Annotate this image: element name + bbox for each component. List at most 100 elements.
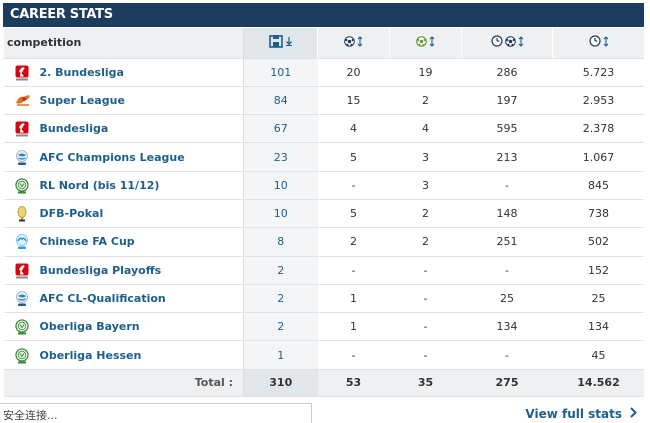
competition-logo-cell[interactable] (3, 171, 40, 200)
sort-icon (603, 35, 609, 47)
sort-minutes-played-header[interactable] (552, 28, 645, 59)
view-full-stats-label: View full stats (525, 407, 622, 421)
minutes-played-value: 2.378 (552, 114, 645, 144)
appearances-value[interactable]: 2 (243, 284, 318, 314)
competition-logo-cell[interactable] (3, 227, 40, 257)
super-league-logo[interactable] (15, 93, 30, 108)
minutes-per-goal-value: 251 (461, 227, 553, 257)
status-bar: 安全连接... (0, 403, 312, 423)
minutes-played-value: 2.953 (552, 86, 645, 116)
table-row: Super League 84 15 2 197 2.953 (3, 86, 645, 116)
career-stats-header: CAREER STATS (3, 3, 644, 27)
minutes-played-value: 45 (552, 340, 645, 370)
appearances-value[interactable]: 101 (243, 58, 318, 87)
sort-goals-header[interactable] (317, 28, 390, 59)
minutes-played-value: 502 (552, 227, 645, 257)
goals-value: - (317, 171, 390, 200)
table-row: DFB-Pokal 10 5 2 148 738 (3, 199, 645, 229)
view-full-stats-link[interactable]: View full stats (525, 406, 637, 422)
bundesliga-2-logo[interactable] (15, 65, 29, 81)
sort-minutes-per-goal-header[interactable] (461, 28, 553, 59)
appearances-value[interactable]: 67 (243, 114, 318, 144)
competition-logo-cell[interactable] (3, 114, 40, 144)
competition-link[interactable]: 2. Bundesliga (39, 65, 124, 79)
assists-value: 19 (389, 58, 462, 87)
minutes-played-value: 738 (552, 199, 645, 229)
competition-link[interactable]: DFB-Pokal (39, 207, 104, 221)
afc-champions-league-logo[interactable] (15, 291, 29, 307)
bundesliga-logo[interactable] (15, 121, 29, 137)
competition-link[interactable]: Oberliga Bayern (39, 320, 140, 334)
competition-logo-cell[interactable] (3, 199, 40, 229)
competition-logo-cell[interactable] (3, 312, 40, 342)
chinese-fa-cup-logo[interactable] (15, 234, 29, 250)
competition-name-cell: Bundesliga (39, 114, 244, 144)
competition-link[interactable]: Bundesliga Playoffs (39, 263, 162, 277)
goals-value: 1 (317, 284, 390, 314)
competition-name-cell: Oberliga Bayern (39, 312, 244, 342)
minutes-played-value: 152 (552, 256, 645, 285)
competition-name-cell: Bundesliga Playoffs (39, 256, 244, 285)
minutes-per-goal-value: 134 (461, 312, 553, 342)
total-assists: 35 (389, 369, 462, 397)
clock-icon (490, 35, 503, 47)
total-minutes-per-goal: 275 (461, 369, 553, 397)
assists-value: 2 (389, 86, 462, 116)
assists-value: - (389, 256, 462, 285)
goals-value: 5 (317, 199, 390, 229)
competition-logo-cell[interactable] (3, 142, 40, 172)
minutes-played-value: 1.067 (552, 142, 645, 172)
appearances-value[interactable]: 84 (243, 86, 318, 116)
sort-appearances-header[interactable] (243, 28, 318, 59)
competition-logo-cell[interactable] (3, 58, 40, 87)
competition-logo-cell[interactable] (3, 284, 40, 314)
goals-value: - (317, 256, 390, 285)
minutes-per-goal-value: 213 (461, 142, 553, 172)
sort-icon (357, 35, 363, 47)
total-row: Total :310 53 35 275 14.562 (3, 369, 645, 397)
dfb-pokal-logo[interactable] (15, 206, 29, 222)
competition-link[interactable]: Oberliga Hessen (39, 348, 142, 362)
competition-name-cell: AFC CL-Qualification (39, 284, 244, 314)
goals-value: 15 (317, 86, 390, 116)
competition-link[interactable]: AFC CL-Qualification (39, 292, 166, 306)
assists-value: 2 (389, 227, 462, 257)
competition-link[interactable]: Chinese FA Cup (39, 235, 135, 249)
career-stats-table: competition (2, 28, 645, 397)
table-row: Oberliga Bayern 2 1-134 134 (3, 312, 645, 342)
table-row: RL Nord (bis 11/12) 10-3-845 (3, 171, 645, 200)
section-title: CAREER STATS (10, 7, 113, 22)
appearances-value[interactable]: 8 (243, 227, 318, 257)
goals-value: 20 (317, 58, 390, 87)
competition-logo-cell[interactable] (3, 86, 40, 116)
goals-value: - (317, 340, 390, 370)
competition-logo-cell[interactable] (3, 340, 40, 370)
competition-logo-cell[interactable] (3, 256, 40, 285)
appearances-value[interactable]: 1 (243, 340, 318, 370)
dfb-regional-logo[interactable] (14, 178, 29, 194)
dfb-regional-logo[interactable] (14, 347, 29, 364)
appearances-value[interactable]: 10 (243, 199, 318, 229)
minutes-played-value: 25 (552, 284, 645, 314)
goals-icon (344, 35, 355, 47)
competition-link[interactable]: Super League (39, 93, 125, 107)
competition-link[interactable]: RL Nord (bis 11/12) (39, 178, 160, 192)
sort-icon (429, 35, 435, 47)
competition-link[interactable]: AFC Champions League (39, 150, 185, 164)
sort-icon (518, 35, 523, 47)
dfb-regional-logo[interactable] (14, 319, 29, 335)
appearances-value[interactable]: 23 (243, 142, 318, 172)
sort-assists-header[interactable] (389, 28, 462, 59)
appearances-value[interactable]: 10 (243, 171, 318, 200)
minutes-played-value: 134 (552, 312, 645, 342)
competition-link[interactable]: Bundesliga (39, 122, 109, 136)
minutes-per-goal-icon (504, 35, 516, 47)
afc-champions-league-logo[interactable] (15, 149, 29, 165)
bundesliga-logo[interactable] (15, 263, 29, 279)
appearances-value[interactable]: 2 (243, 312, 318, 342)
minutes-played-value: 845 (552, 171, 645, 200)
competition-name-cell: Chinese FA Cup (39, 227, 244, 257)
appearances-value[interactable]: 2 (243, 256, 318, 285)
total-goals: 53 (317, 369, 390, 397)
competition-name-cell: 2. Bundesliga (39, 58, 244, 87)
